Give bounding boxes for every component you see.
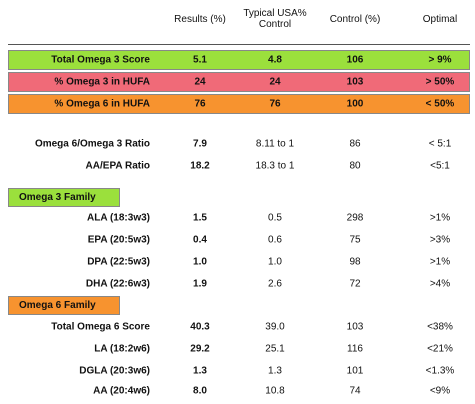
cell-value: 39.0 <box>265 321 285 333</box>
row-label: % Omega 3 in HUFA <box>54 76 150 88</box>
cell-value: 0.6 <box>268 234 282 246</box>
cell-value: 1.9 <box>193 278 207 290</box>
cell-value: 72 <box>349 278 361 290</box>
cell-value: 80 <box>349 160 361 172</box>
section-label: Omega 6 Family <box>8 296 120 315</box>
row-label: Total Omega 3 Score <box>51 54 150 66</box>
cell-value: < 50% <box>425 98 455 110</box>
column-header: Optimal <box>422 14 458 25</box>
cell-value: >1% <box>429 212 451 224</box>
row-label: DHA (22:6w3) <box>85 278 150 290</box>
cell-value: > 50% <box>425 76 455 88</box>
row-label: AA (20:4w6) <box>93 385 150 397</box>
cell-value: 74 <box>349 385 361 397</box>
row-highlight <box>8 94 470 114</box>
cell-value: 1.0 <box>268 256 282 268</box>
cell-value: 1.3 <box>268 365 282 377</box>
cell-value: > 9% <box>428 54 452 66</box>
cell-value: <21% <box>427 343 453 355</box>
cell-value: 106 <box>346 54 364 66</box>
cell-value: >3% <box>429 234 451 246</box>
cell-value: 75 <box>349 234 361 246</box>
cell-value: 1.3 <box>193 365 207 377</box>
cell-value: 5.1 <box>193 54 207 66</box>
cell-value: 7.9 <box>193 138 207 150</box>
cell-value: 40.3 <box>190 321 210 333</box>
cell-value: 2.6 <box>268 278 282 290</box>
row-label: EPA (20:5w3) <box>87 234 150 246</box>
cell-value: 101 <box>346 365 364 377</box>
cell-value: 8.11 to 1 <box>255 138 295 150</box>
header-rule <box>8 44 470 45</box>
cell-value: 10.8 <box>265 385 285 397</box>
row-highlight <box>8 50 470 70</box>
cell-value: 76 <box>269 98 281 110</box>
cell-value: 76 <box>194 98 206 110</box>
cell-value: 25.1 <box>265 343 285 355</box>
cell-value: 98 <box>349 256 361 268</box>
cell-value: 103 <box>346 76 364 88</box>
row-label: ALA (18:3w3) <box>87 212 150 224</box>
cell-value: 1.0 <box>193 256 207 268</box>
cell-value: < 5:1 <box>428 138 452 150</box>
row-label: % Omega 6 in HUFA <box>54 98 150 110</box>
row-label: DGLA (20:3w6) <box>79 365 150 377</box>
cell-value: 86 <box>349 138 361 150</box>
section-label: Omega 3 Family <box>8 188 120 207</box>
cell-value: >1% <box>429 256 451 268</box>
cell-value: 298 <box>346 212 364 224</box>
cell-value: 24 <box>194 76 206 88</box>
cell-value: 103 <box>346 321 364 333</box>
cell-value: 24 <box>269 76 281 88</box>
cell-value: 8.0 <box>193 385 207 397</box>
cell-value: 116 <box>347 343 363 355</box>
row-label: AA/EPA Ratio <box>85 160 150 172</box>
cell-value: 4.8 <box>268 54 282 66</box>
cell-value: 29.2 <box>190 343 210 355</box>
cell-value: 100 <box>346 98 364 110</box>
cell-value: <1.3% <box>425 365 455 377</box>
row-label: LA (18:2w6) <box>94 343 150 355</box>
row-label: DPA (22:5w3) <box>87 256 150 268</box>
cell-value: >4% <box>429 278 451 290</box>
cell-value: 1.5 <box>193 212 207 224</box>
column-header: Typical USA% Control <box>243 8 307 30</box>
column-header: Control (%) <box>329 14 381 25</box>
cell-value: 18.3 to 1 <box>255 160 295 172</box>
row-highlight <box>8 72 470 92</box>
cell-value: <5:1 <box>430 160 450 172</box>
cell-value: 0.5 <box>268 212 282 224</box>
cell-value: <9% <box>429 385 451 397</box>
row-label: Omega 6/Omega 3 Ratio <box>34 138 150 150</box>
cell-value: <38% <box>427 321 453 333</box>
column-header: Results (%) <box>174 14 226 25</box>
cell-value: 18.2 <box>190 160 210 172</box>
row-label: Total Omega 6 Score <box>51 321 150 333</box>
cell-value: 0.4 <box>193 234 207 246</box>
